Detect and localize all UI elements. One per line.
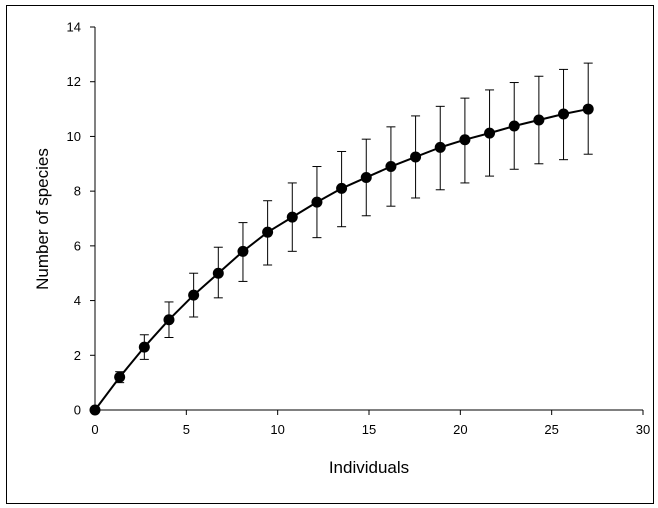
x-tick-label: 25 [544, 422, 558, 437]
data-point [508, 120, 520, 132]
data-point [114, 371, 126, 383]
data-point [311, 196, 323, 208]
data-point [286, 211, 298, 223]
y-tick-label: 12 [67, 74, 81, 89]
data-point [459, 134, 471, 146]
data-point [582, 103, 594, 115]
x-tick-label: 30 [636, 422, 650, 437]
data-point [558, 108, 570, 120]
axes: 0 2 4 6 8 10 12 14 0 5 10 15 20 25 30 [67, 20, 651, 438]
x-tick-label: 5 [183, 422, 190, 437]
data-points [89, 103, 594, 416]
axis-labels: Individuals Number of species [33, 148, 409, 477]
data-point [138, 341, 150, 353]
error-bars [115, 62, 593, 384]
x-tick-label: 20 [453, 422, 467, 437]
data-point [89, 404, 101, 416]
x-tick-label: 10 [270, 422, 284, 437]
x-tick-label: 0 [91, 422, 98, 437]
x-tick-label: 15 [362, 422, 376, 437]
data-point [410, 151, 422, 163]
chart-frame [6, 5, 654, 504]
y-tick-label: 2 [74, 348, 81, 363]
y-tick-label: 6 [74, 238, 81, 253]
y-tick-label: 14 [67, 20, 81, 35]
data-point [262, 226, 274, 238]
data-point [163, 314, 175, 326]
data-point [484, 127, 496, 139]
data-point [237, 245, 249, 257]
data-point [336, 182, 348, 194]
data-point [533, 114, 545, 126]
x-axis-title: Individuals [329, 458, 409, 477]
data-point [360, 171, 372, 183]
y-tick-label: 4 [74, 293, 81, 308]
data-point [212, 267, 224, 279]
y-tick-label: 10 [67, 129, 81, 144]
y-tick-label: 8 [74, 184, 81, 199]
y-axis-title: Number of species [33, 148, 52, 290]
data-point [188, 289, 200, 301]
data-point [434, 141, 446, 153]
data-point [385, 161, 397, 173]
y-tick-label: 0 [74, 403, 81, 418]
